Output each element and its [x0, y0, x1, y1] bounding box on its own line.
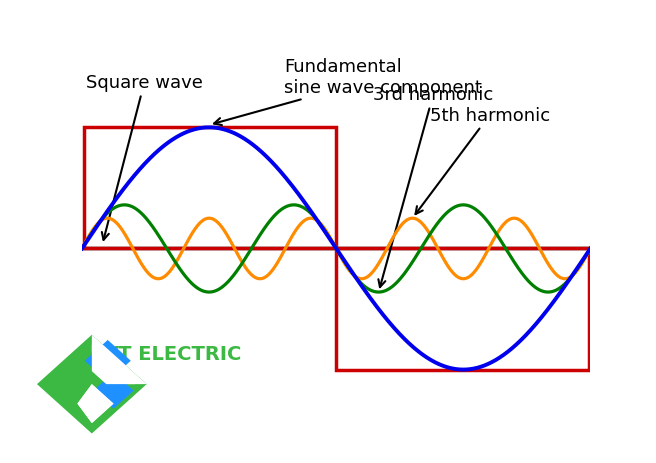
- Text: Square wave: Square wave: [86, 74, 203, 240]
- Text: 5th harmonic: 5th harmonic: [415, 106, 550, 215]
- Polygon shape: [93, 373, 134, 409]
- Text: 3rd harmonic: 3rd harmonic: [373, 86, 493, 288]
- Bar: [83, 128, 336, 249]
- Text: Fundamental
sine wave component: Fundamental sine wave component: [214, 58, 482, 126]
- Polygon shape: [77, 384, 113, 423]
- Polygon shape: [85, 340, 131, 382]
- Polygon shape: [92, 335, 147, 384]
- Polygon shape: [37, 335, 147, 433]
- Polygon shape: [77, 384, 113, 423]
- Bar: [336, 249, 589, 370]
- Text: YT ELECTRIC: YT ELECTRIC: [105, 344, 242, 363]
- Polygon shape: [92, 345, 135, 384]
